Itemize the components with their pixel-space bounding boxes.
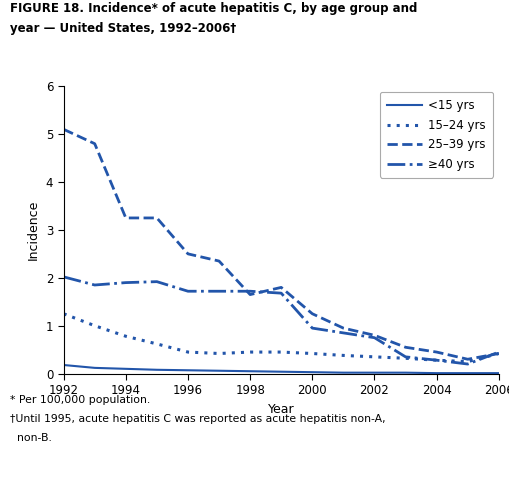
Text: non-B.: non-B. xyxy=(10,433,52,444)
Y-axis label: Incidence: Incidence xyxy=(27,200,40,260)
Text: * Per 100,000 population.: * Per 100,000 population. xyxy=(10,395,151,405)
Legend: <15 yrs, 15–24 yrs, 25–39 yrs, ≥40 yrs: <15 yrs, 15–24 yrs, 25–39 yrs, ≥40 yrs xyxy=(380,92,493,178)
Text: year — United States, 1992–2006†: year — United States, 1992–2006† xyxy=(10,22,236,34)
Text: FIGURE 18. Incidence* of acute hepatitis C, by age group and: FIGURE 18. Incidence* of acute hepatitis… xyxy=(10,2,417,15)
X-axis label: Year: Year xyxy=(268,402,295,416)
Text: †Until 1995, acute hepatitis C was reported as acute hepatitis non-A,: †Until 1995, acute hepatitis C was repor… xyxy=(10,414,386,424)
